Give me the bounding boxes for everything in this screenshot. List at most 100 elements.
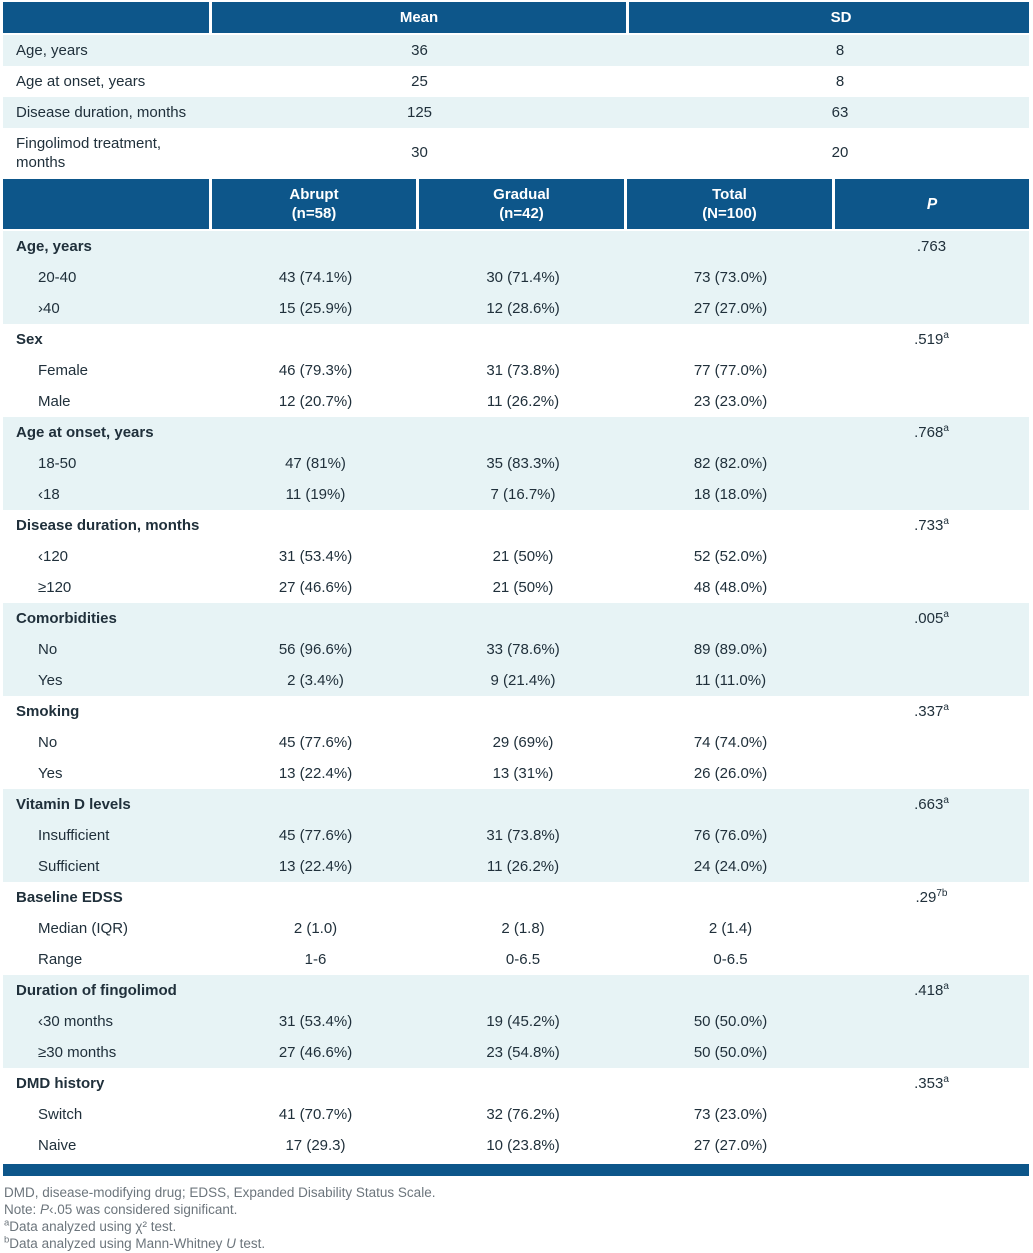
abrupt-value: 15 (25.9%) <box>278 300 353 317</box>
column-header-total: Total (N=100) <box>627 179 832 229</box>
group-header: Disease duration, months .733a <box>3 510 1029 541</box>
row-label: Age, years <box>16 42 88 59</box>
mean-value: 30 <box>411 144 428 161</box>
group-header: Sex .519a <box>3 324 1029 355</box>
gradual-value: 31 (73.8%) <box>486 362 560 379</box>
group-label: Duration of fingolimod <box>16 982 177 999</box>
category-group: Age, years .763 20-40 43 (74.1%) 30 (71.… <box>3 231 1029 324</box>
p-value-footnote-marker: a <box>943 702 949 713</box>
p-value-cell: .353a <box>834 1075 1029 1093</box>
group-header: Comorbidities .005a <box>3 603 1029 634</box>
abrupt-value: 1-6 <box>304 951 327 968</box>
category-group: Age at onset, years .768a 18-50 47 (81%)… <box>3 417 1029 510</box>
group-header: Age, years .763 <box>3 231 1029 262</box>
p-value-footnote-marker: 7b <box>936 888 948 899</box>
total-value: 27 (27.0%) <box>693 1137 768 1154</box>
data-row: ‹30 months 31 (53.4%) 19 (45.2%) 50 (50.… <box>3 1006 1029 1037</box>
group-header: Smoking .337a <box>3 696 1029 727</box>
group-label: Disease duration, months <box>16 517 200 534</box>
total-value: 27 (27.0%) <box>693 300 768 317</box>
group-header: Baseline EDSS .297b <box>3 882 1029 913</box>
subcategory-label: 20-40 <box>38 269 77 286</box>
data-row: Range 1-6 0-6.5 0-6.5 <box>3 944 1029 975</box>
footnote-text: Data analyzed using Mann-Whitney <box>9 1236 227 1251</box>
p-value: .663 <box>914 796 944 813</box>
p-value: .519 <box>914 331 944 348</box>
gradual-value: 11 (26.2%) <box>486 858 560 875</box>
group-label: Baseline EDSS <box>16 889 123 906</box>
p-value-footnote-marker: a <box>943 423 949 434</box>
category-group: Smoking .337a No 45 (77.6%) 29 (69%) 74 … <box>3 696 1029 789</box>
gradual-value: 10 (23.8%) <box>486 1137 560 1154</box>
data-row: Yes 13 (22.4%) 13 (31%) 26 (26.0%) <box>3 758 1029 789</box>
group-label: DMD history <box>16 1075 105 1092</box>
subcategory-label: ›40 <box>38 300 60 317</box>
footnote-line: aData analyzed using χ² test. <box>4 1218 1029 1235</box>
abrupt-value: 13 (22.4%) <box>278 858 353 875</box>
abrupt-value: 45 (77.6%) <box>278 827 353 844</box>
p-value: .29 <box>915 889 937 906</box>
subcategory-label: Sufficient <box>38 858 100 875</box>
subcategory-label: Yes <box>38 765 63 782</box>
subcategory-label: Female <box>38 362 89 379</box>
category-group: Duration of fingolimod .418a ‹30 months … <box>3 975 1029 1068</box>
abrupt-value: 31 (53.4%) <box>278 548 353 565</box>
gradual-value: 11 (26.2%) <box>486 393 560 410</box>
data-row: Yes 2 (3.4%) 9 (21.4%) 11 (11.0%) <box>3 665 1029 696</box>
footnotes: DMD, disease-modifying drug; EDSS, Expan… <box>3 1184 1029 1252</box>
row-label: Fingolimod treatment, months <box>16 134 162 171</box>
mean-value: 25 <box>411 73 428 90</box>
footnote-line: bData analyzed using Mann-Whitney U test… <box>4 1235 1029 1252</box>
abrupt-value: 47 (81%) <box>285 455 346 472</box>
footnote-text: ‹.05 was considered significant. <box>49 1202 238 1217</box>
subcategory-label: ≥30 months <box>38 1044 117 1061</box>
clinical-characteristics-table: Mean SD Age, years 36 8 Age at onset, ye… <box>3 2 1029 1252</box>
p-value-footnote-marker: a <box>943 795 949 806</box>
total-value: 50 (50.0%) <box>693 1013 768 1030</box>
total-value: 74 (74.0%) <box>693 734 768 751</box>
summary-row: Age, years 36 8 <box>3 35 1029 66</box>
p-value-cell: .297b <box>834 888 1029 907</box>
total-value: 89 (89.0%) <box>693 641 768 658</box>
subcategory-label: 18-50 <box>38 455 77 472</box>
data-row: ≥120 27 (46.6%) 21 (50%) 48 (48.0%) <box>3 572 1029 603</box>
total-value: 23 (23.0%) <box>693 393 768 410</box>
category-group: Vitamin D levels .663a Insufficient 45 (… <box>3 789 1029 882</box>
abrupt-value: 56 (96.6%) <box>278 641 353 658</box>
group-label: Sex <box>16 331 43 348</box>
group-label: Comorbidities <box>16 610 117 627</box>
abrupt-value: 27 (46.6%) <box>278 1044 353 1061</box>
p-value-footnote-marker: a <box>943 609 949 620</box>
p-value: .733 <box>914 517 944 534</box>
data-row: Median (IQR) 2 (1.0) 2 (1.8) 2 (1.4) <box>3 913 1029 944</box>
total-value: 18 (18.0%) <box>693 486 768 503</box>
abrupt-value: 13 (22.4%) <box>278 765 353 782</box>
abrupt-value: 27 (46.6%) <box>278 579 353 596</box>
subcategory-label: Male <box>38 393 71 410</box>
gradual-value: 12 (28.6%) <box>486 300 560 317</box>
data-row: Female 46 (79.3%) 31 (73.8%) 77 (77.0%) <box>3 355 1029 386</box>
data-row: ›40 15 (25.9%) 12 (28.6%) 27 (27.0%) <box>3 293 1029 324</box>
subcategory-label: Insufficient <box>38 827 110 844</box>
subcategory-label: ‹18 <box>38 486 60 503</box>
p-value-cell: .005a <box>834 609 1029 628</box>
total-value: 77 (77.0%) <box>693 362 768 379</box>
abrupt-value: 17 (29.3) <box>285 1137 346 1154</box>
group-header-row: Abrupt (n=58) Gradual (n=42) Total (N=10… <box>3 179 1029 229</box>
gradual-value: 13 (31%) <box>492 765 554 782</box>
category-group: Sex .519a Female 46 (79.3%) 31 (73.8%) 7… <box>3 324 1029 417</box>
data-row: ≥30 months 27 (46.6%) 23 (54.8%) 50 (50.… <box>3 1037 1029 1068</box>
gradual-value: 23 (54.8%) <box>486 1044 560 1061</box>
gradual-value: 19 (45.2%) <box>486 1013 560 1030</box>
column-header-gradual: Gradual (n=42) <box>419 179 624 229</box>
group-label: Age at onset, years <box>16 424 154 441</box>
footnote-text: Note: <box>4 1202 41 1217</box>
p-value: .337 <box>914 703 944 720</box>
abrupt-value: 45 (77.6%) <box>278 734 353 751</box>
group-header-empty-cell <box>3 179 209 229</box>
subcategory-label: ‹120 <box>38 548 69 565</box>
summary-header-empty-cell <box>3 2 209 33</box>
group-header: DMD history .353a <box>3 1068 1029 1099</box>
group-label: Smoking <box>16 703 80 720</box>
table-body: Age, years .763 20-40 43 (74.1%) 30 (71.… <box>3 231 1029 1161</box>
